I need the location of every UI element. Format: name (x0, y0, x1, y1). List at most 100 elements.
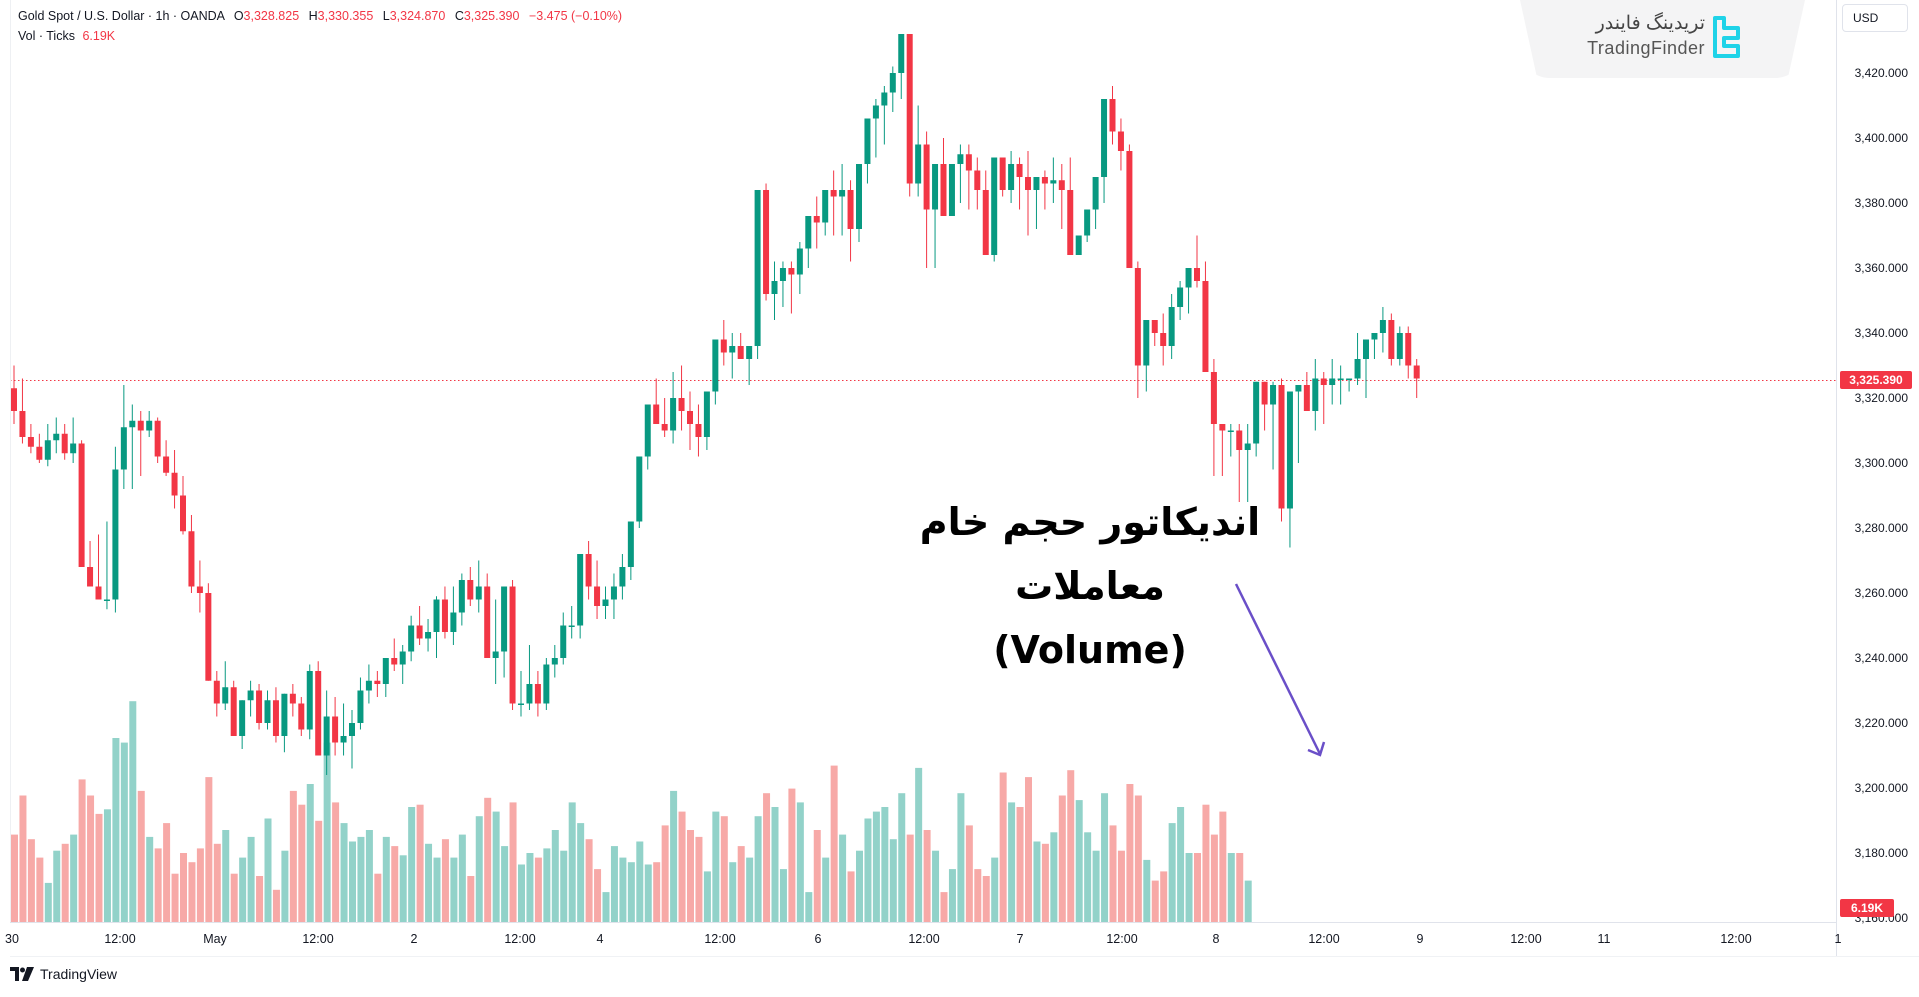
candle-body[interactable] (441, 599, 448, 633)
candle-body[interactable] (610, 586, 617, 600)
candle-body[interactable] (703, 391, 710, 438)
candle-body[interactable] (349, 723, 355, 736)
candle-body[interactable] (864, 118, 871, 165)
candle-body[interactable] (568, 625, 575, 628)
candle-body[interactable] (1329, 378, 1336, 386)
candle-body[interactable] (399, 651, 406, 665)
candle-body[interactable] (763, 190, 770, 294)
candle-body[interactable] (137, 420, 144, 431)
candle-body[interactable] (1363, 339, 1369, 360)
candle-body[interactable] (534, 684, 541, 704)
candle-body[interactable] (948, 164, 955, 216)
candle-body[interactable] (1050, 180, 1057, 184)
candle-body[interactable] (340, 736, 347, 743)
volume-indicator-label[interactable]: Vol · Ticks (18, 29, 75, 43)
candle-body[interactable] (974, 170, 981, 191)
candle-body[interactable] (1236, 430, 1243, 451)
candle-body[interactable] (991, 157, 998, 256)
price-axis[interactable]: 3,420.000 3,400.000 3,380.000 3,360.000 3,34… (1836, 0, 1919, 956)
candle-body[interactable] (1371, 333, 1378, 340)
candle-body[interactable] (729, 346, 736, 353)
candle-body[interactable] (720, 339, 727, 353)
candle-body[interactable] (898, 34, 905, 73)
candle-body[interactable] (306, 671, 313, 730)
candle-body[interactable] (594, 586, 601, 607)
candle-body[interactable] (813, 216, 820, 223)
candle-body[interactable] (1109, 99, 1116, 132)
candle-body[interactable] (484, 586, 491, 659)
candle-body[interactable] (11, 388, 17, 411)
candle-body[interactable] (1194, 268, 1200, 281)
candle-body[interactable] (1126, 151, 1133, 268)
candle-body[interactable] (1396, 333, 1403, 359)
candle-body[interactable] (27, 437, 34, 447)
tradingview-brand[interactable]: TradingView (10, 966, 117, 982)
candle-body[interactable] (1278, 385, 1285, 509)
candle-body[interactable] (1253, 381, 1260, 444)
candle-body[interactable] (323, 716, 330, 756)
candle-body[interactable] (120, 427, 127, 470)
candle-body[interactable] (906, 34, 913, 184)
candle-body[interactable] (509, 586, 516, 704)
candle-body[interactable] (999, 157, 1006, 191)
candle-body[interactable] (1067, 190, 1074, 255)
candle-body[interactable] (1084, 209, 1091, 236)
candle-body[interactable] (1025, 177, 1031, 190)
candle-body[interactable] (585, 554, 592, 587)
candle-body[interactable] (1261, 381, 1268, 405)
candle-body[interactable] (433, 599, 440, 633)
candle-body[interactable] (754, 190, 761, 346)
candle-body[interactable] (180, 495, 186, 532)
candle-body[interactable] (112, 469, 119, 600)
candle-body[interactable] (61, 433, 68, 454)
candle-body[interactable] (171, 472, 178, 496)
candle-body[interactable] (619, 567, 626, 587)
symbol-title[interactable]: Gold Spot / U.S. Dollar · 1h · OANDA (18, 9, 225, 23)
candle-body[interactable] (272, 700, 279, 736)
candle-body[interactable] (1041, 177, 1048, 184)
candle-body[interactable] (670, 398, 677, 431)
candle-body[interactable] (289, 693, 296, 704)
candle-body[interactable] (695, 424, 702, 437)
candle-body[interactable] (915, 144, 922, 184)
candle-body[interactable] (551, 658, 558, 665)
candle-body[interactable] (146, 420, 153, 431)
candle-body[interactable] (154, 420, 161, 457)
candle-body[interactable] (78, 443, 85, 568)
candle-body[interactable] (1101, 99, 1108, 177)
candle-body[interactable] (1379, 320, 1386, 333)
price-chart[interactable] (0, 0, 1836, 922)
candle-body[interactable] (847, 190, 854, 229)
candle-body[interactable] (687, 411, 693, 424)
candle-body[interactable] (1270, 385, 1277, 405)
candle-body[interactable] (332, 716, 339, 743)
candle-body[interactable] (1134, 268, 1141, 366)
candle-body[interactable] (1346, 378, 1353, 381)
candle-body[interactable] (1337, 378, 1344, 381)
candle-body[interactable] (822, 190, 829, 223)
candle-body[interactable] (1210, 372, 1217, 424)
candle-body[interactable] (1405, 333, 1412, 366)
time-axis[interactable]: 30 12:00 May 12:00 2 12:00 4 12:00 6 12:00 7 12:00 8… (5, 922, 1841, 957)
candle-body[interactable] (1286, 391, 1293, 509)
candle-body[interactable] (1312, 378, 1319, 412)
candle-body[interactable] (602, 599, 609, 607)
candle-body[interactable] (239, 700, 246, 736)
candle-body[interactable] (644, 404, 651, 457)
candle-body[interactable] (1008, 164, 1015, 190)
candle-body[interactable] (425, 632, 432, 639)
candle-body[interactable] (230, 687, 237, 736)
candle-body[interactable] (1033, 177, 1040, 190)
candle-body[interactable] (222, 687, 229, 704)
candle-body[interactable] (1303, 385, 1310, 411)
candle-body[interactable] (382, 658, 389, 684)
candle-body[interactable] (1227, 430, 1234, 433)
candle-body[interactable] (577, 554, 584, 626)
candle-body[interactable] (357, 690, 364, 724)
candle-body[interactable] (957, 154, 964, 164)
candle-body[interactable] (374, 680, 381, 684)
candle-body[interactable] (965, 154, 972, 171)
candle-body[interactable] (940, 164, 947, 216)
candle-body[interactable] (779, 268, 786, 281)
